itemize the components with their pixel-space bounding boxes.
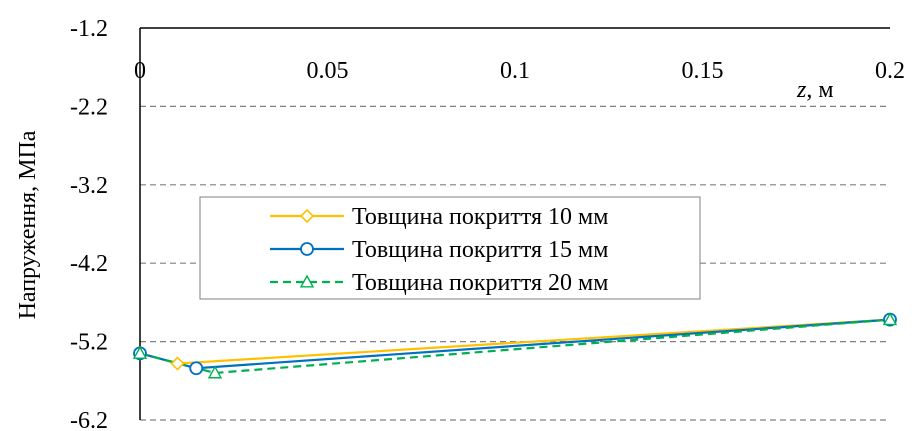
y-tick-label-0: -1.2 bbox=[70, 16, 108, 42]
y-axis-title: Напруження, МПа bbox=[15, 130, 41, 319]
series-3-point-2 bbox=[207, 365, 223, 379]
series-3-point-1 bbox=[132, 345, 148, 359]
x-tick-label-4: 0.2 bbox=[875, 58, 905, 84]
x-axis-unit: , м bbox=[806, 77, 833, 103]
legend-label-3: Товщина покриття 20 мм bbox=[352, 270, 608, 296]
y-tick-label-3: -4.2 bbox=[70, 251, 108, 277]
y-tick-label-5: -6.2 bbox=[70, 408, 108, 431]
x-axis-variable: z bbox=[796, 77, 807, 103]
x-axis-title: z, м bbox=[796, 77, 834, 103]
legend-label-2: Товщина покриття 15 мм bbox=[352, 237, 608, 263]
legend-label-1: Товщина покриття 10 мм bbox=[352, 204, 608, 230]
series-group bbox=[132, 312, 898, 379]
x-tick-label-1: 0.05 bbox=[307, 58, 349, 84]
x-tick-label-3: 0.15 bbox=[682, 58, 724, 84]
y-tick-label-1: -2.2 bbox=[70, 94, 108, 120]
y-tick-label-4: -5.2 bbox=[70, 330, 108, 356]
y-tick-labels: -1.2 -2.2 -3.2 -4.2 -5.2 -6.2 bbox=[70, 16, 108, 431]
y-tick-label-2: -3.2 bbox=[70, 173, 108, 199]
series-3-point-3 bbox=[882, 312, 898, 326]
x-tick-label-2: 0.1 bbox=[500, 58, 530, 84]
legend-marker-1 bbox=[299, 208, 315, 224]
legend: Товщина покриття 10 мм Товщина покриття 1… bbox=[199, 196, 701, 300]
x-tick-label-0: 0 bbox=[134, 58, 146, 84]
legend-marker-2 bbox=[300, 242, 314, 256]
x-tick-labels: 0 0.05 0.1 0.15 0.2 bbox=[134, 58, 905, 84]
series-1-point-2 bbox=[170, 356, 185, 371]
legend-marker-3 bbox=[299, 274, 315, 288]
series-line-2 bbox=[139, 318, 891, 370]
series-2-point-2 bbox=[189, 361, 204, 376]
